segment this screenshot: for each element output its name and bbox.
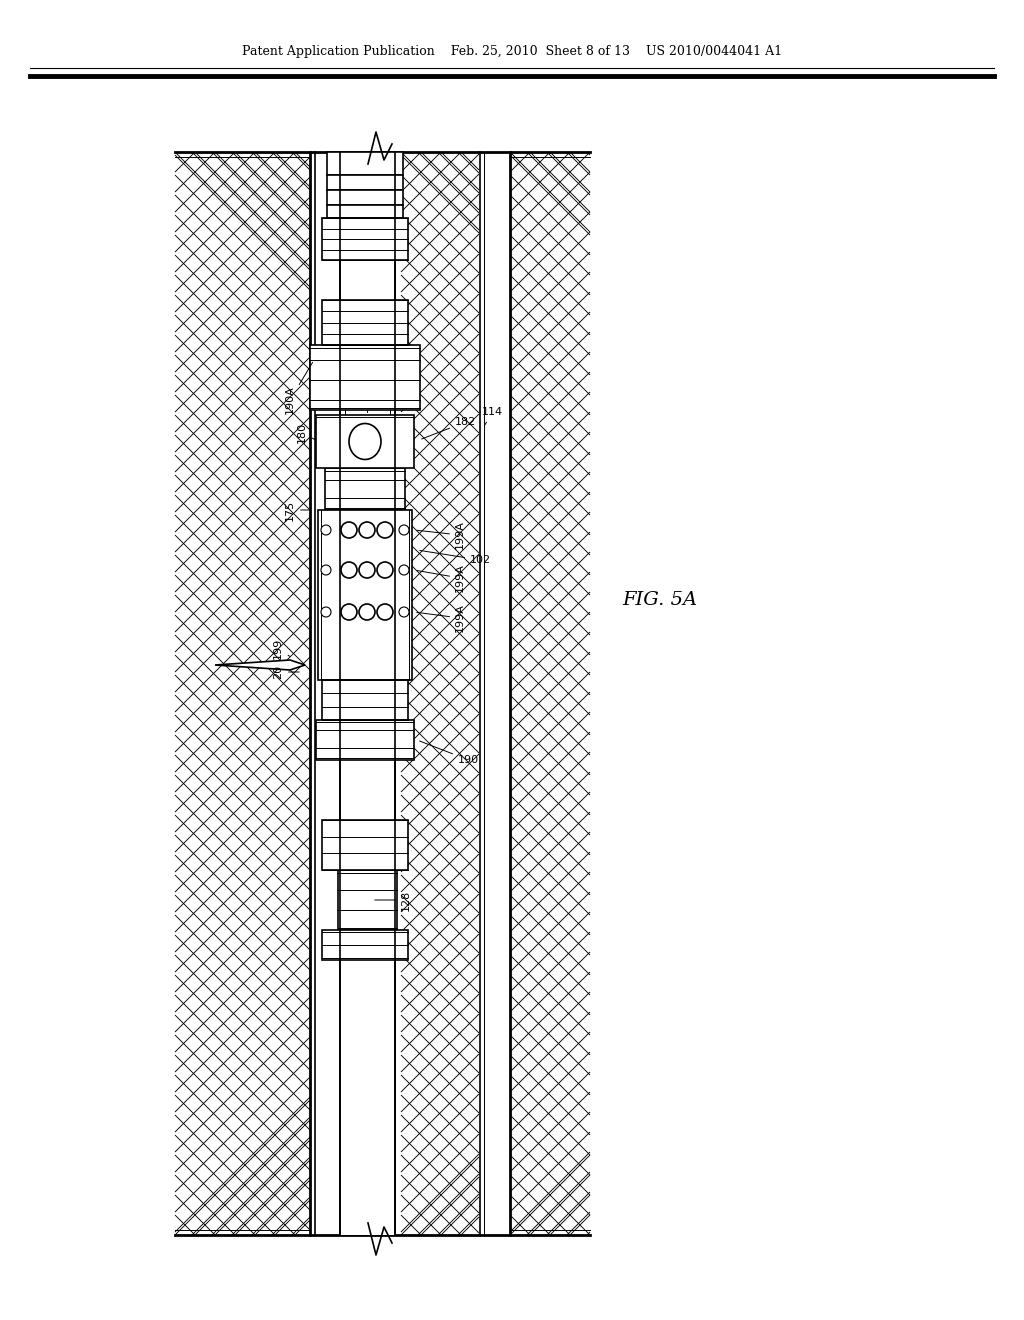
Bar <box>327 205 403 218</box>
Text: Patent Application Publication    Feb. 25, 2010  Sheet 8 of 13    US 2010/004404: Patent Application Publication Feb. 25, … <box>242 45 782 58</box>
Bar <box>338 870 397 931</box>
Bar <box>175 152 310 1236</box>
Text: 128: 128 <box>375 890 411 911</box>
Circle shape <box>399 607 409 616</box>
Text: 199A: 199A <box>417 520 465 549</box>
Bar <box>322 931 408 960</box>
Bar <box>340 760 395 820</box>
Bar <box>322 218 408 260</box>
Text: 175: 175 <box>285 499 309 520</box>
Circle shape <box>399 565 409 576</box>
Circle shape <box>341 605 357 620</box>
Polygon shape <box>215 660 305 671</box>
Text: FIG. 5A: FIG. 5A <box>623 591 697 609</box>
Circle shape <box>341 562 357 578</box>
Circle shape <box>377 562 393 578</box>
Circle shape <box>359 521 375 539</box>
Text: 180: 180 <box>297 421 315 442</box>
Circle shape <box>359 562 375 578</box>
Text: 190A: 190A <box>285 363 312 414</box>
Bar <box>340 960 395 1236</box>
Circle shape <box>321 525 331 535</box>
Bar <box>322 820 408 870</box>
Text: 199A: 199A <box>417 603 465 632</box>
Bar <box>345 152 390 1236</box>
Bar <box>340 260 395 300</box>
Circle shape <box>321 565 331 576</box>
Ellipse shape <box>349 424 381 459</box>
Circle shape <box>341 521 357 539</box>
Text: 114: 114 <box>482 407 503 425</box>
Text: 199A: 199A <box>417 564 465 593</box>
Circle shape <box>359 605 375 620</box>
Bar <box>322 300 408 345</box>
Circle shape <box>377 521 393 539</box>
Text: 182: 182 <box>422 417 476 440</box>
Bar <box>510 152 590 1236</box>
Bar <box>327 176 403 190</box>
Bar <box>318 510 412 680</box>
Bar <box>325 469 406 510</box>
Circle shape <box>377 605 393 620</box>
Text: 20: 20 <box>273 665 299 678</box>
Bar <box>327 190 403 205</box>
Bar <box>322 680 408 719</box>
Bar <box>401 152 479 1236</box>
Bar <box>340 152 395 1236</box>
Bar <box>316 719 414 760</box>
Circle shape <box>321 607 331 616</box>
Bar <box>484 152 510 1236</box>
Circle shape <box>399 525 409 535</box>
Text: 102: 102 <box>420 550 492 565</box>
Text: 190: 190 <box>420 741 479 766</box>
Bar <box>316 414 414 469</box>
Text: 199: 199 <box>273 638 290 659</box>
Bar <box>310 345 420 411</box>
Bar <box>327 152 403 176</box>
